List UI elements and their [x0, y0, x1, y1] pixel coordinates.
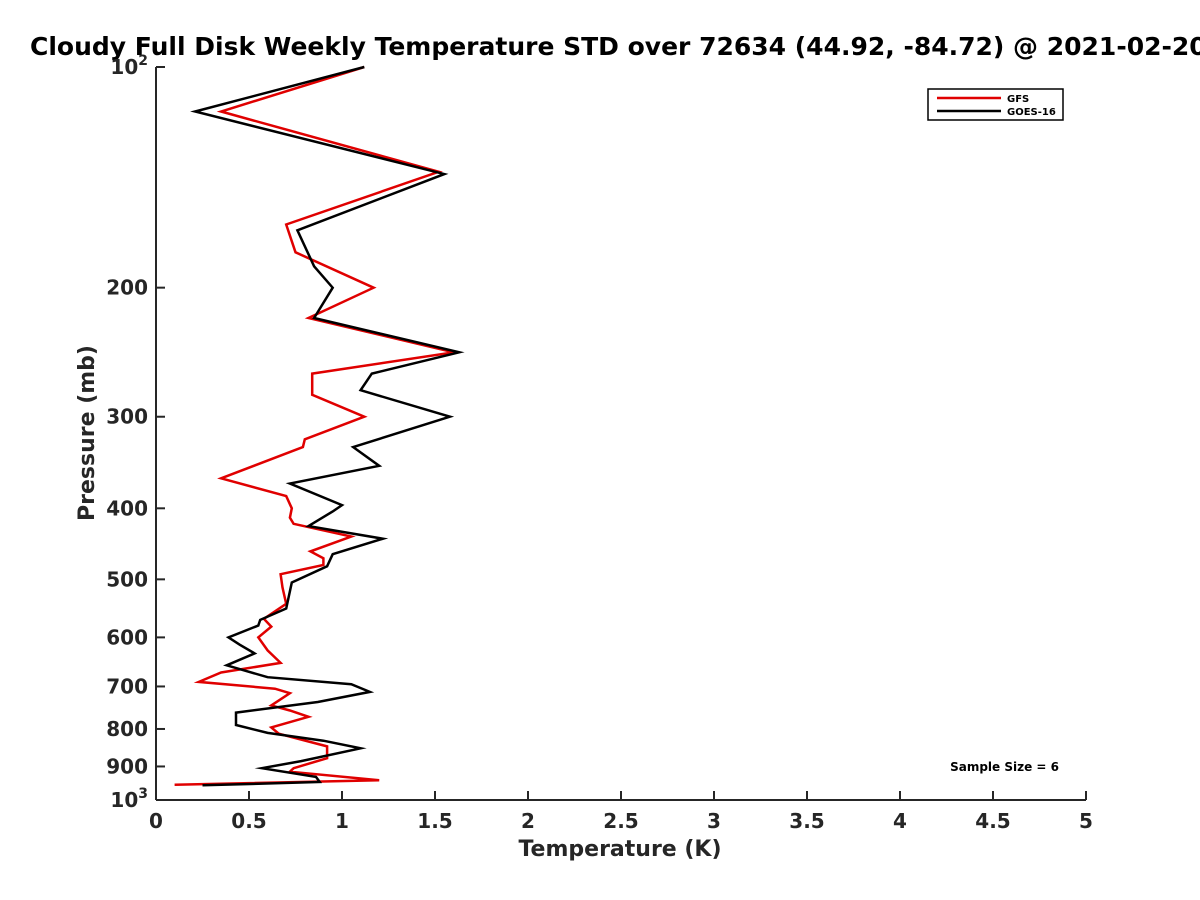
x-tick-label: 1.5	[417, 809, 452, 833]
plot-lines	[174, 65, 465, 787]
y-axis-label: Pressure (mb)	[75, 345, 100, 521]
series-line-gfs	[174, 65, 461, 786]
legend-label: GOES-16	[1007, 107, 1056, 118]
y-tick-label: 102	[110, 53, 148, 79]
x-tick-label: 2.5	[603, 809, 638, 833]
legend-box	[927, 88, 1064, 121]
legend: GFS GOES-16	[927, 88, 1064, 121]
x-tick-label: 3	[707, 809, 721, 833]
axes: 0 0.5 1 1.5 2 2.5 3 3.5 4 4.5 5 102 200 300 400 500 600 7…	[106, 53, 1093, 833]
y-tick-label: 600	[106, 625, 148, 649]
series-line-goes-16	[190, 65, 465, 787]
x-tick-label: 0.5	[231, 809, 266, 833]
y-tick-label: 103	[110, 786, 148, 812]
y-tick-label: 500	[106, 567, 148, 591]
sample-size-annotation: Sample Size = 6	[950, 760, 1059, 774]
y-tick-label: 200	[106, 276, 148, 300]
x-tick-label: 1	[335, 809, 349, 833]
y-tick-label: 700	[106, 674, 148, 698]
x-tick-label: 3.5	[789, 809, 824, 833]
x-tick-label: 4.5	[975, 809, 1010, 833]
y-tick-label: 300	[106, 405, 148, 429]
y-tick-label: 800	[106, 717, 148, 741]
x-tick-label: 4	[893, 809, 907, 833]
y-tick-label: 900	[106, 754, 148, 778]
legend-label: GFS	[1007, 94, 1029, 105]
x-tick-label: 2	[521, 809, 535, 833]
x-axis-label: Temperature (K)	[518, 837, 721, 862]
y-tick-label: 400	[106, 496, 148, 520]
x-tick-label: 0	[149, 809, 163, 833]
chart-title: Cloudy Full Disk Weekly Temperature STD …	[30, 32, 1200, 61]
x-tick-label: 5	[1079, 809, 1093, 833]
